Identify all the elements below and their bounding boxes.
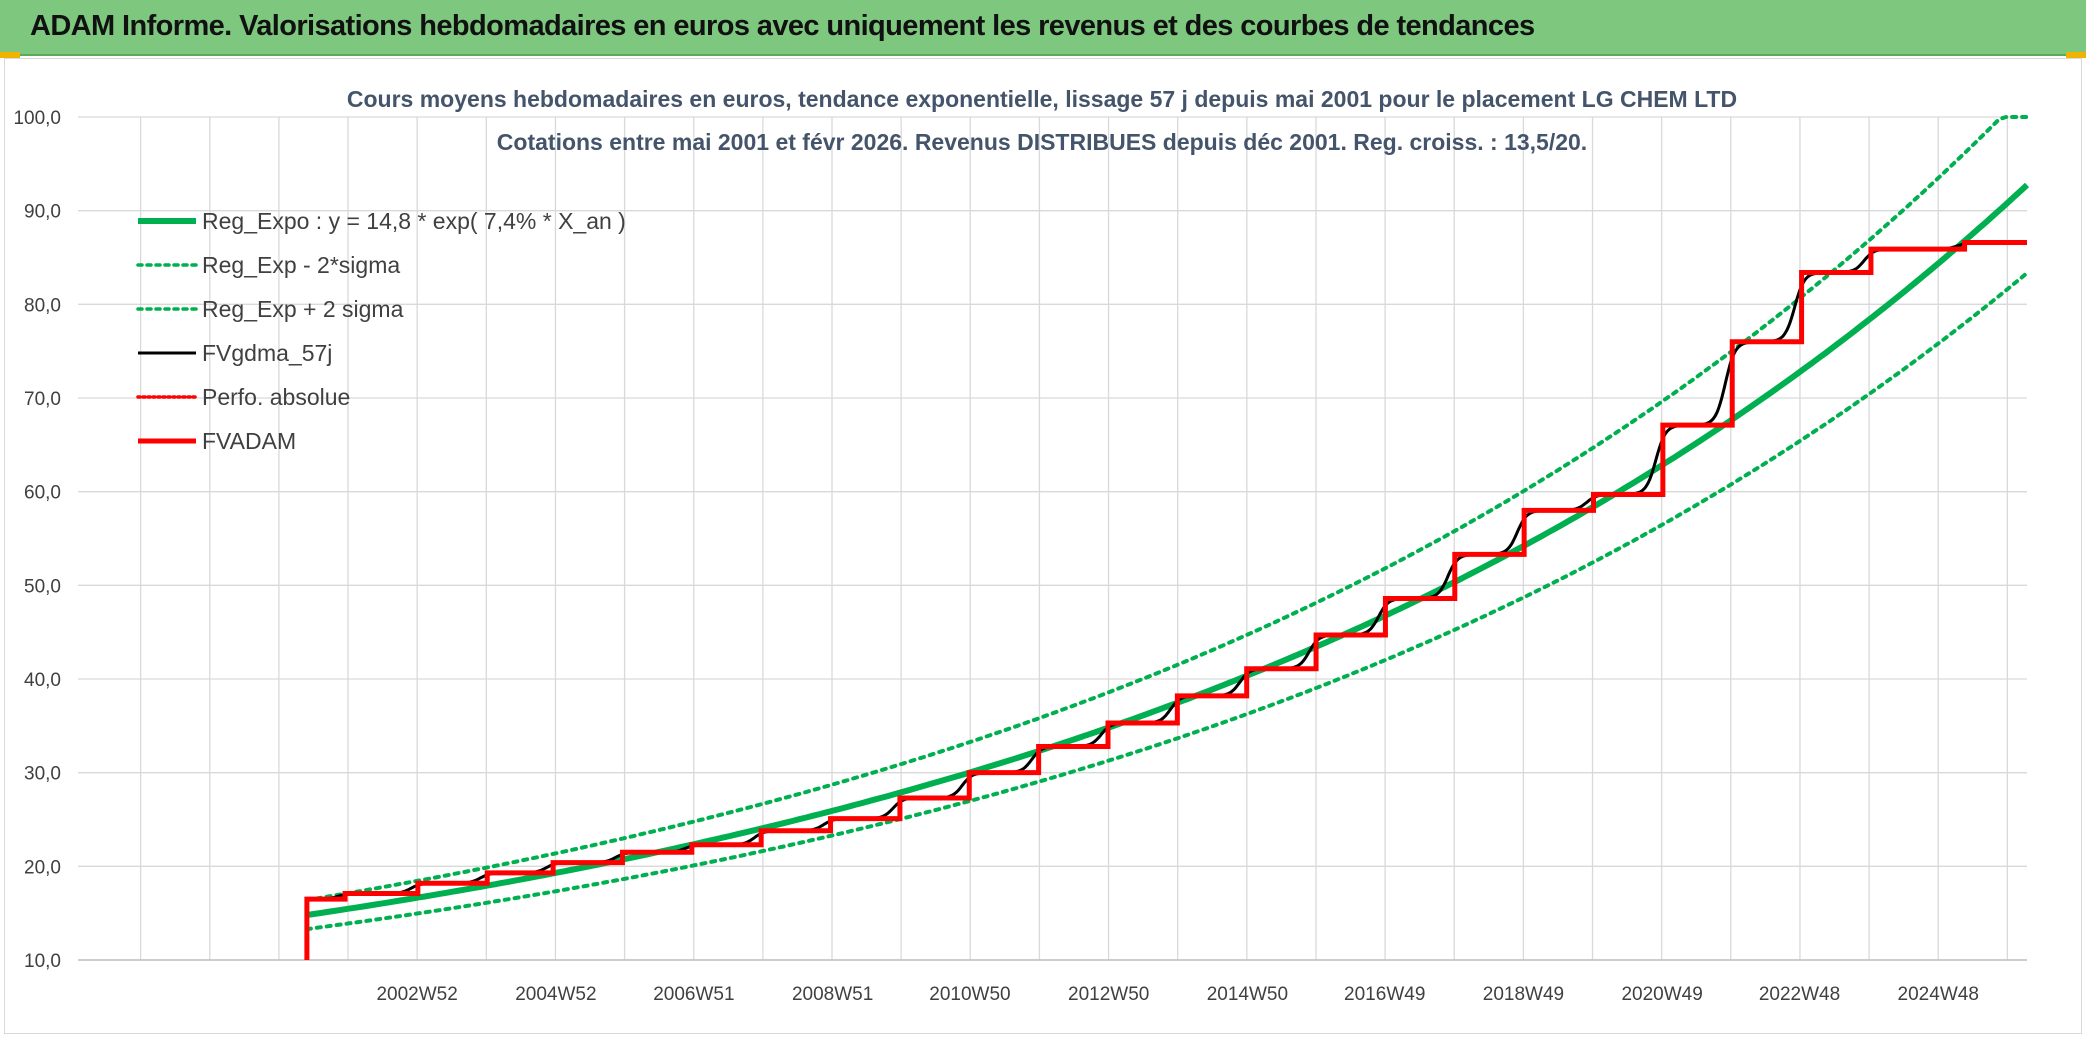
x-tick-label: 2018W49 xyxy=(1483,984,1564,1005)
legend-label: Reg_Expo : y = 14,8 * exp( 7,4% * X_an ) xyxy=(202,208,626,234)
legend-item-reg-plus: Reg_Exp + 2 sigma xyxy=(136,296,404,322)
fvadam-line xyxy=(304,240,2027,960)
x-tick-label: 2002W52 xyxy=(376,984,457,1005)
chart-subtitle: Cotations entre mai 2001 et févr 2026. R… xyxy=(497,129,1587,155)
legend-label: Reg_Exp + 2 sigma xyxy=(202,296,404,322)
x-tick-label: 2020W49 xyxy=(1621,984,1702,1005)
axes: 10,0 20,0 30,0 40,0 50,0 60,0 70,0 80,0 90,0 100,… xyxy=(13,108,2027,1005)
reg-minus-2sigma-line xyxy=(304,271,2029,932)
y-tick-label: 20,0 xyxy=(24,857,61,878)
x-tick-label: 2006W51 xyxy=(653,984,734,1005)
corner-accent-right xyxy=(2066,52,2086,58)
x-tick-label: 2024W48 xyxy=(1898,984,1979,1005)
y-tick-label: 90,0 xyxy=(24,202,61,223)
legend-label: FVgdma_57j xyxy=(202,340,332,366)
y-tick-label: 40,0 xyxy=(24,670,61,691)
x-tick-label: 2022W48 xyxy=(1759,984,1840,1005)
y-tick-label: 30,0 xyxy=(24,764,61,785)
y-tick-label: 80,0 xyxy=(24,295,61,316)
y-tick-label: 60,0 xyxy=(24,483,61,504)
series-group xyxy=(304,115,2029,960)
y-tick-label: 70,0 xyxy=(24,389,61,410)
legend: Reg_Expo : y = 14,8 * exp( 7,4% * X_an )… xyxy=(136,208,626,454)
x-tick-label: 2004W52 xyxy=(515,984,596,1005)
legend-label: Perfo. absolue xyxy=(202,384,350,410)
y-tick-label: 50,0 xyxy=(24,576,61,597)
reg-expo-line xyxy=(306,182,2029,918)
corner-accent-left xyxy=(0,52,20,58)
legend-item-fvgdma: FVgdma_57j xyxy=(138,340,332,366)
title-banner: ADAM Informe. Valorisations hebdomadaire… xyxy=(0,0,2086,56)
legend-label: Reg_Exp - 2*sigma xyxy=(202,252,400,278)
x-tick-label: 2014W50 xyxy=(1207,984,1288,1005)
x-tick-label: 2010W50 xyxy=(929,984,1010,1005)
y-tick-label: 10,0 xyxy=(24,951,61,972)
legend-label: FVADAM xyxy=(202,428,296,454)
legend-item-perfo: Perfo. absolue xyxy=(136,384,350,410)
legend-item-reg-minus: Reg_Exp - 2*sigma xyxy=(136,252,400,278)
legend-item-fvadam: FVADAM xyxy=(138,428,296,454)
banner-title: ADAM Informe. Valorisations hebdomadaire… xyxy=(30,10,1535,42)
x-tick-label: 2012W50 xyxy=(1068,984,1149,1005)
grid xyxy=(78,116,2027,961)
x-tick-label: 2008W51 xyxy=(792,984,873,1005)
y-tick-label: 100,0 xyxy=(13,108,61,129)
legend-item-reg-expo: Reg_Expo : y = 14,8 * exp( 7,4% * X_an ) xyxy=(138,208,626,234)
x-tick-label: 2016W49 xyxy=(1344,984,1425,1005)
reg-plus-2sigma-line xyxy=(304,115,2029,903)
chart-title: Cours moyens hebdomadaires en euros, ten… xyxy=(347,86,1737,112)
chart-frame xyxy=(4,58,2082,1034)
